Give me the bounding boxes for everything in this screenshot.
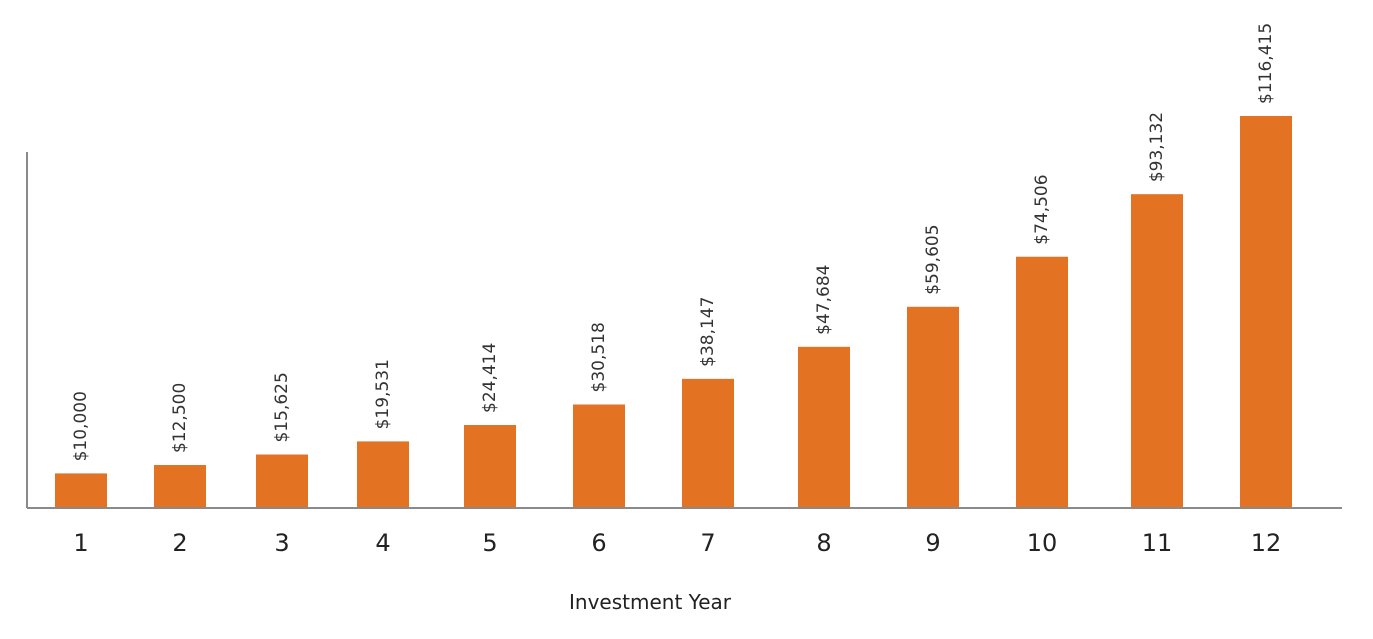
x-tick-label-10: 10 <box>1027 529 1058 557</box>
x-tick-label-12: 12 <box>1251 529 1282 557</box>
x-tick-label-11: 11 <box>1142 529 1173 557</box>
bar-year-4 <box>357 441 409 507</box>
value-label-year-4: $19,531 <box>373 359 393 429</box>
x-tick-label-4: 4 <box>375 529 390 557</box>
value-label-year-5: $24,414 <box>480 343 500 413</box>
value-label-year-8: $47,684 <box>814 265 834 335</box>
value-label-year-1: $10,000 <box>71 391 91 461</box>
bar-year-11 <box>1131 194 1183 507</box>
bar-year-1 <box>55 473 107 507</box>
x-tick-label-6: 6 <box>591 529 606 557</box>
x-tick-label-3: 3 <box>274 529 289 557</box>
x-tick-label-9: 9 <box>925 529 940 557</box>
x-axis-title: Investment Year <box>569 590 732 614</box>
bar-year-2 <box>154 465 206 507</box>
value-label-year-11: $93,132 <box>1147 112 1167 182</box>
bar-year-8 <box>798 346 850 507</box>
value-label-year-2: $12,500 <box>170 383 190 453</box>
x-tick-label-1: 1 <box>73 529 88 557</box>
value-label-year-3: $15,625 <box>272 372 292 442</box>
value-label-year-12: $116,415 <box>1256 23 1276 104</box>
bar-year-5 <box>464 424 516 507</box>
x-tick-label-7: 7 <box>700 529 715 557</box>
x-tick-label-8: 8 <box>816 529 831 557</box>
bars-group <box>55 115 1292 507</box>
bar-year-9 <box>907 306 959 507</box>
bar-year-3 <box>256 454 308 507</box>
value-labels-group: $10,000 $12,500 $15,625 $19,531 $24,414 $30,5… <box>71 23 1276 462</box>
x-tick-label-2: 2 <box>172 529 187 557</box>
x-tick-label-5: 5 <box>482 529 497 557</box>
value-label-year-7: $38,147 <box>698 297 718 367</box>
x-tick-labels-group: 1 2 3 4 5 6 7 8 9 10 11 12 <box>73 529 1281 557</box>
bar-year-7 <box>682 378 734 507</box>
bar-year-10 <box>1016 256 1068 507</box>
value-label-year-6: $30,518 <box>589 322 609 392</box>
bar-year-6 <box>573 404 625 507</box>
value-label-year-9: $59,605 <box>923 224 943 294</box>
value-label-year-10: $74,506 <box>1032 174 1052 244</box>
bar-year-12 <box>1240 115 1292 507</box>
